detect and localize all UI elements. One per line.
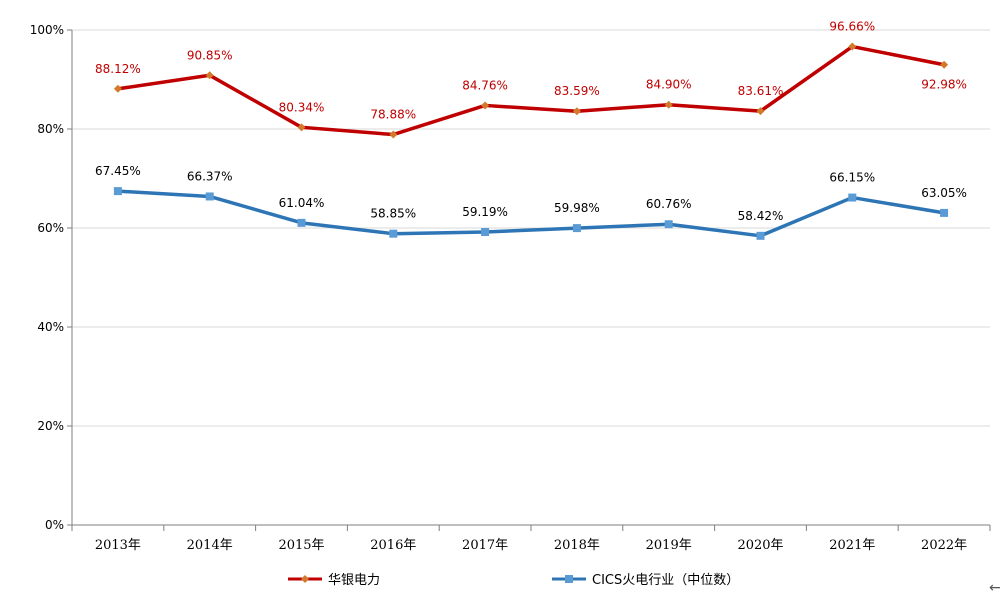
legend-item: 华银电力 [288, 573, 380, 588]
x-tick-label: 2020年 [737, 538, 783, 553]
legend-label: 华银电力 [328, 573, 380, 588]
data-point [940, 208, 949, 217]
corner-arrow-icon: ← [989, 580, 1001, 594]
data-point [848, 193, 857, 202]
y-tick-label: 0% [45, 518, 64, 532]
data-point [481, 228, 490, 237]
y-tick-label: 100% [30, 23, 64, 37]
legend-label: CICS火电行业（中位数） [592, 573, 739, 588]
x-tick-label: 2013年 [95, 538, 141, 553]
series-2: 67.45% 66.37% 61.04% 58.85% 59.19% 59.98% 60.7… [95, 164, 967, 240]
data-point [940, 60, 949, 69]
x-tick-label: 2014年 [187, 538, 233, 553]
data-label: 83.61% [738, 84, 784, 98]
data-label: 61.04% [279, 196, 325, 210]
data-point [389, 229, 398, 238]
data-label: 96.66% [829, 20, 875, 34]
series-line [117, 189, 945, 238]
x-tick-label: 2016年 [370, 538, 416, 553]
data-label: 84.76% [462, 78, 508, 92]
data-label: 58.42% [738, 209, 784, 223]
data-label: 83.59% [554, 84, 600, 98]
x-tick-label: 2018年 [554, 538, 600, 553]
x-tick-label: 2017年 [462, 538, 508, 553]
data-label: 88.12% [95, 62, 141, 76]
data-point [664, 100, 673, 109]
data-label: 92.98% [921, 78, 967, 92]
y-axis-ticks: 0% 20% 40% 60% 80% 100% [30, 23, 72, 532]
data-point [664, 220, 673, 229]
data-label: 59.19% [462, 205, 508, 219]
data-point [205, 192, 214, 201]
x-tick-label: 2021年 [829, 538, 875, 553]
axes [71, 30, 990, 526]
x-tick-label: 2015年 [278, 538, 324, 553]
data-point [389, 130, 398, 139]
data-label: 63.05% [921, 186, 967, 200]
y-tick-label: 80% [37, 122, 64, 136]
data-label: 58.85% [370, 207, 416, 221]
legend-marker [565, 575, 573, 583]
series-line [117, 44, 945, 137]
legend-marker [301, 575, 309, 583]
data-label: 66.15% [829, 171, 875, 185]
data-point [572, 224, 581, 233]
series-1: 88.12% 90.85% 80.34% 78.88% 84.76% 83.59% 84.9… [95, 20, 967, 139]
data-point [756, 231, 765, 240]
data-point [297, 123, 306, 132]
data-point [297, 218, 306, 227]
data-label: 67.45% [95, 164, 141, 178]
legend-item: CICS火电行业（中位数） [552, 573, 739, 588]
y-tick-label: 20% [37, 419, 64, 433]
data-point [113, 84, 122, 93]
x-tick-label: 2019年 [646, 538, 692, 553]
data-point [205, 71, 214, 80]
series-group: 88.12% 90.85% 80.34% 78.88% 84.76% 83.59% 84.9… [95, 20, 967, 240]
legend: 华银电力 CICS火电行业（中位数） [288, 573, 739, 588]
data-point [572, 107, 581, 116]
data-label: 84.90% [646, 78, 692, 92]
x-tick-label: 2022年 [921, 538, 967, 553]
y-tick-label: 60% [37, 221, 64, 235]
x-axis-ticks: 2013年 2014年 2015年 2016年 2017年 2018年 2019年 2020年… [71, 525, 991, 553]
data-point [481, 101, 490, 110]
y-tick-label: 40% [37, 320, 64, 334]
data-point [113, 187, 122, 196]
data-label: 66.37% [187, 169, 233, 183]
data-label: 59.98% [554, 201, 600, 215]
data-label: 80.34% [279, 100, 325, 114]
grid-lines [72, 29, 990, 427]
data-label: 90.85% [187, 48, 233, 62]
data-point [848, 42, 857, 51]
data-label: 60.76% [646, 197, 692, 211]
data-label: 78.88% [370, 108, 416, 122]
data-point [756, 107, 765, 116]
